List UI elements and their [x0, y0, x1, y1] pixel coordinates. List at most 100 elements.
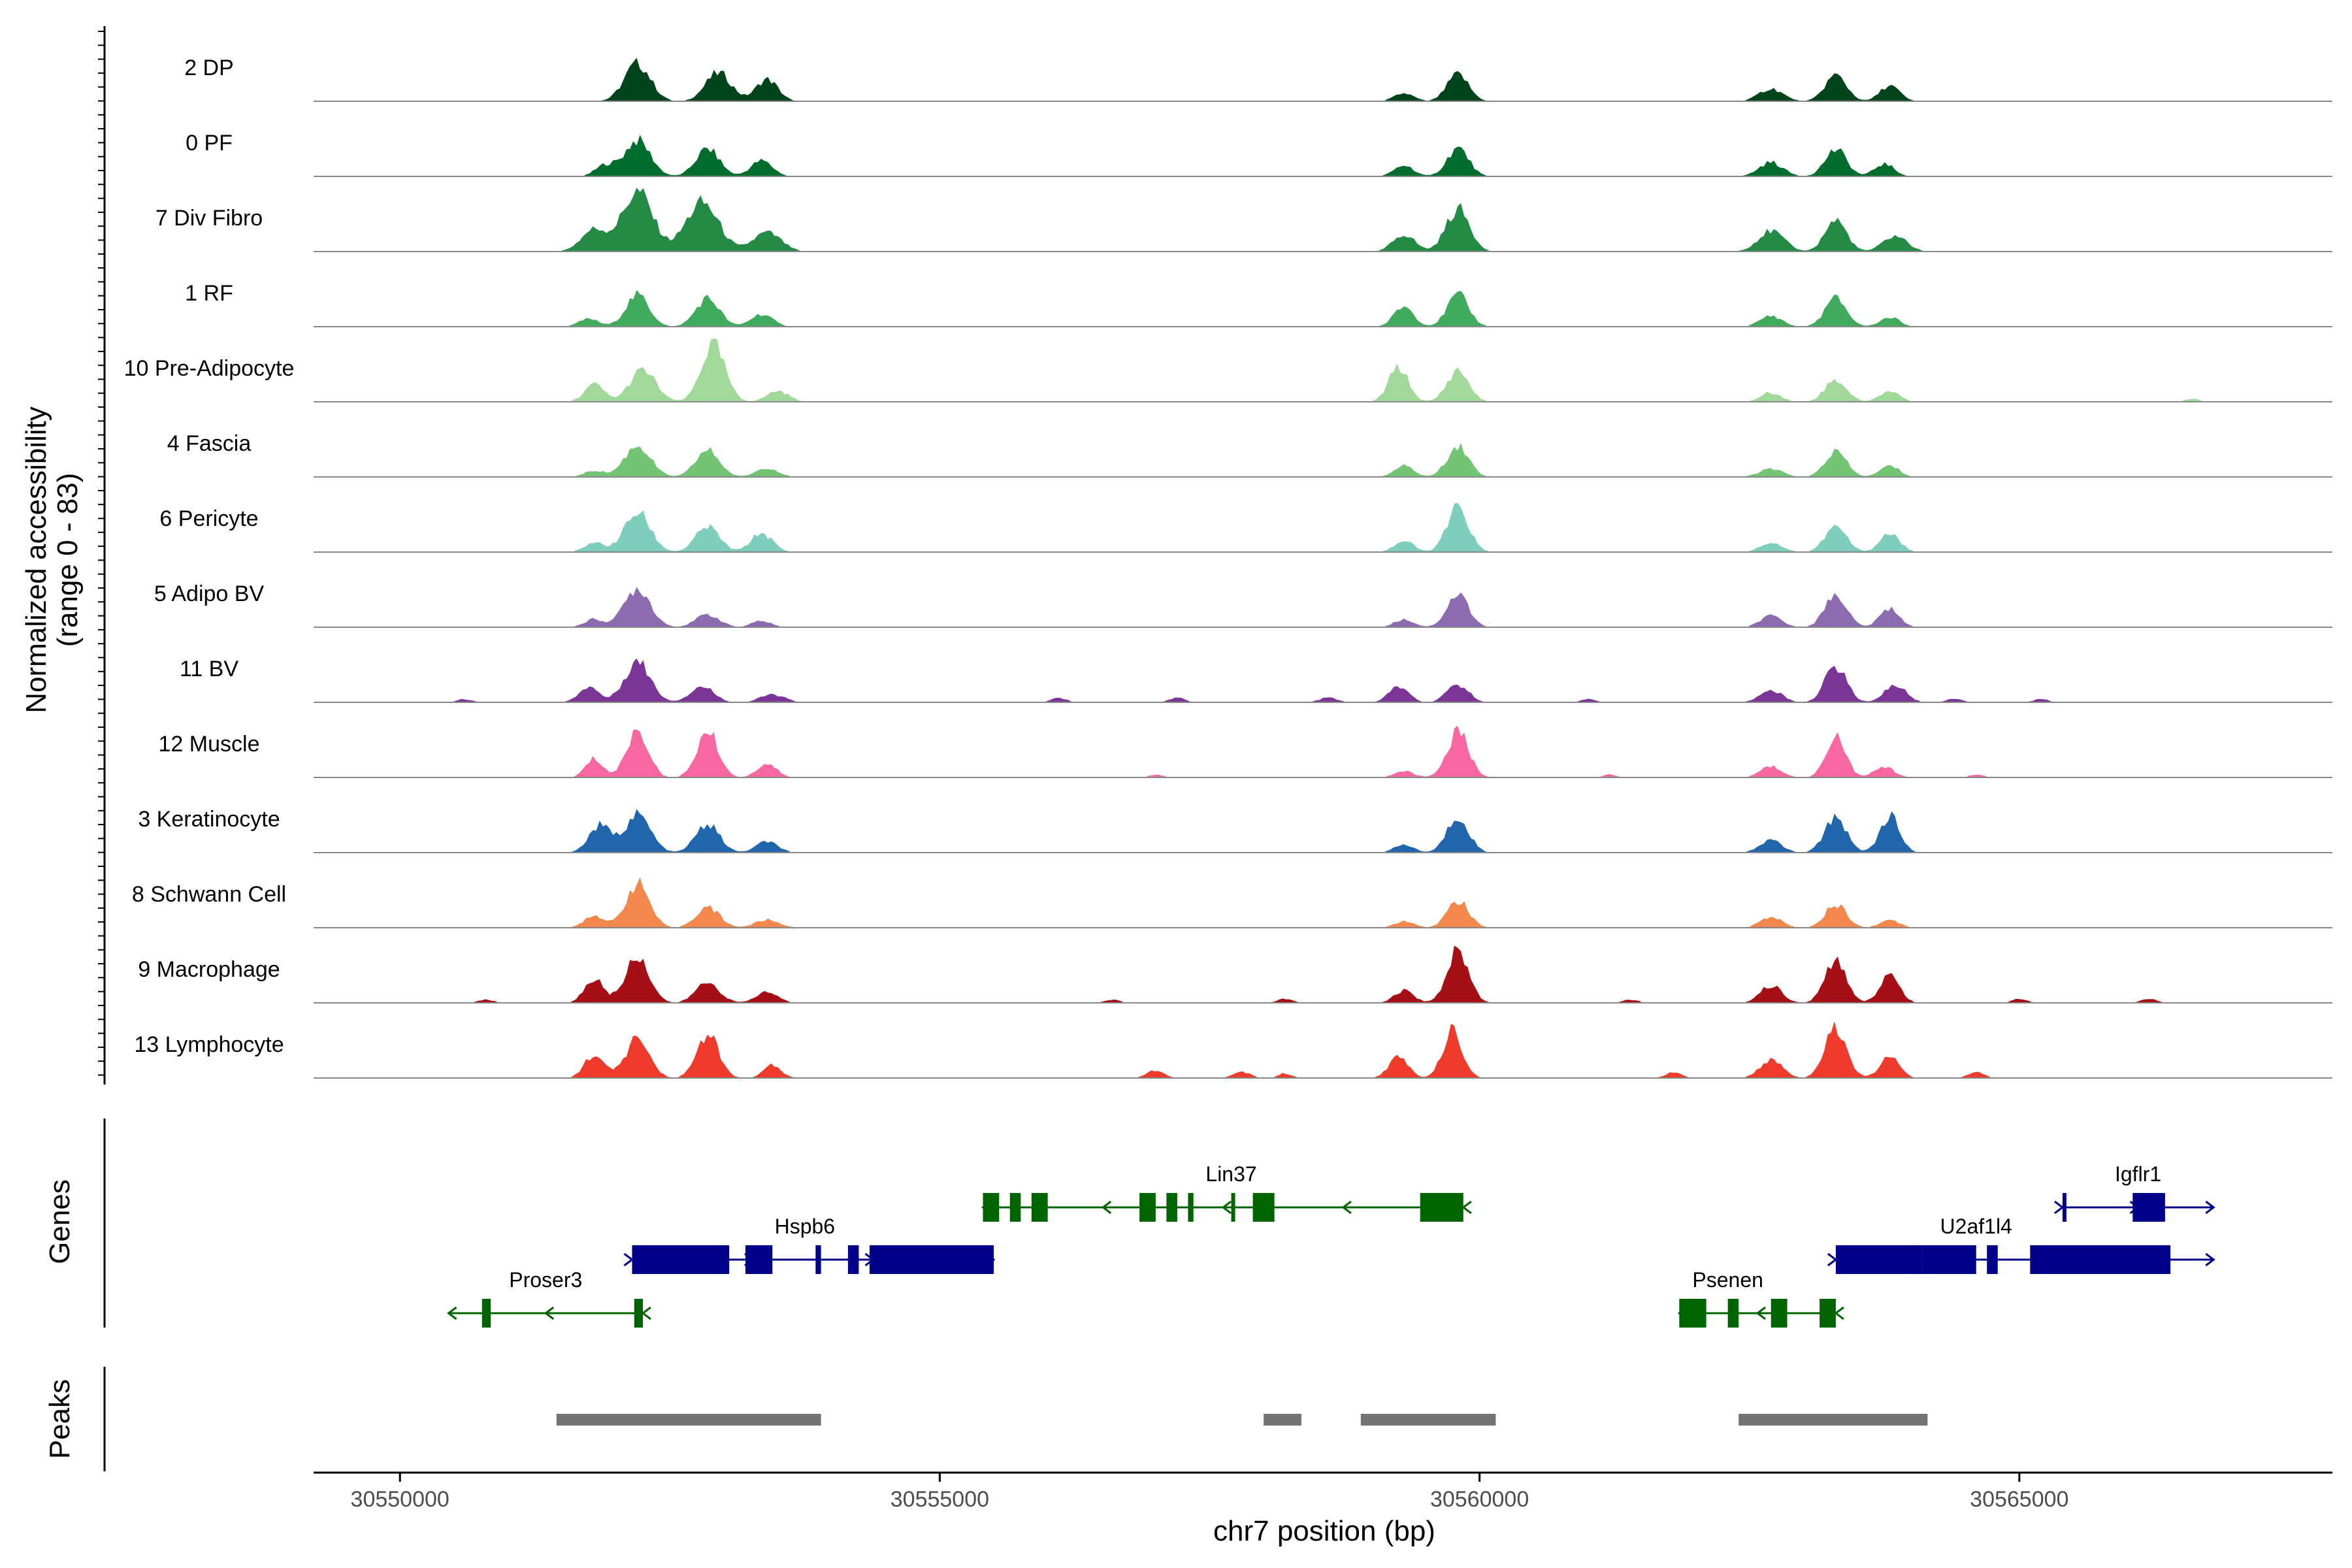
strand-arrow-icon [2205, 1200, 2215, 1215]
x-tick-label: 30565000 [1970, 1487, 2068, 1512]
gene-exon [1188, 1193, 1194, 1222]
strand-arrow-icon [641, 1306, 651, 1320]
gene-exon [2062, 1193, 2066, 1222]
gene-model: Igflr1 [2054, 1162, 2215, 1222]
coverage-area [314, 442, 2332, 477]
x-axis-title: chr7 position (bp) [1213, 1515, 1435, 1547]
strand-arrow-icon [447, 1306, 457, 1320]
coverage-track-label: 7 Div Fibro [155, 206, 263, 231]
coverage-track-label: 10 Pre-Adipocyte [124, 356, 295, 381]
coverage-track: 1 RF [185, 281, 2332, 327]
gene-exon [1031, 1193, 1048, 1222]
coverage-area [314, 135, 2332, 176]
coverage-track-label: 4 Fascia [167, 431, 252, 456]
coverage-area [314, 809, 2332, 853]
coverage-track-label: 12 Muscle [159, 732, 260, 757]
coverage-track-label: 0 PF [186, 131, 233, 155]
peak-region-bar [1739, 1414, 1928, 1426]
coverage-track-label: 5 Adipo BV [154, 581, 265, 606]
gene-exon [1835, 1245, 1923, 1274]
strand-arrow-icon [544, 1306, 555, 1320]
gene-exon [1231, 1193, 1235, 1222]
gene-model: Psenen [1677, 1268, 1844, 1328]
gene-label: Hspb6 [775, 1215, 836, 1238]
strand-arrow-icon [2205, 1252, 2215, 1267]
gene-exon [1166, 1193, 1177, 1222]
gene-models: Proser3 Hspb6 Lin37 Psenen U2af1l4 Igflr1 [447, 1162, 2215, 1328]
gene-exon [1987, 1245, 1998, 1274]
coverage-area [314, 877, 2332, 928]
strand-arrow-icon [1221, 1200, 1232, 1215]
gene-label: Lin37 [1205, 1162, 1256, 1186]
coverage-track-label: 9 Macrophage [138, 957, 280, 982]
gene-exon [1009, 1193, 1021, 1222]
coverage-track: 4 Fascia [167, 431, 2332, 478]
peak-region-bar [1264, 1414, 1301, 1426]
gene-exon [1252, 1193, 1275, 1222]
coverage-track-label: 11 BV [180, 657, 238, 681]
coverage-area [314, 338, 2332, 402]
gene-exon [1820, 1299, 1836, 1328]
x-axis: 30550000 30555000 30560000 30565000 chr7 po… [314, 1471, 2332, 1547]
gene-exon [632, 1245, 730, 1274]
coverage-track: 9 Macrophage [138, 945, 2332, 1004]
gene-exon [482, 1299, 491, 1328]
coverage-track: 7 Div Fibro [155, 188, 2332, 252]
gene-exon [1139, 1193, 1156, 1222]
gene-exon [745, 1245, 773, 1274]
gene-exon [869, 1245, 994, 1274]
coverage-area [314, 725, 2332, 777]
peaks-track: Peaks [44, 1367, 1928, 1471]
strand-arrow-icon [1756, 1306, 1766, 1320]
x-tick-label: 30550000 [351, 1487, 449, 1512]
gene-exon [2030, 1245, 2171, 1274]
coverage-area [314, 188, 2332, 252]
y-axis-title: Normalized accessibility [20, 406, 52, 713]
y-axis-range: (range 0 - 83) [52, 473, 84, 647]
gene-exon [1679, 1299, 1707, 1328]
coverage-track-label: 2 DP [184, 56, 234, 80]
strand-arrow-icon [1341, 1200, 1352, 1215]
gene-exon [1922, 1245, 1976, 1274]
gene-model: U2af1l4 [1827, 1215, 2215, 1274]
coverage-track-label: 13 Lymphocyte [134, 1032, 284, 1057]
gene-exon [1420, 1193, 1463, 1222]
peak-regions [556, 1414, 1928, 1426]
gene-label: Psenen [1692, 1268, 1763, 1292]
coverage-area [314, 289, 2332, 327]
coverage-track-label: 1 RF [185, 281, 233, 306]
coverage-area [314, 587, 2332, 627]
coverage-track: 10 Pre-Adipocyte [124, 338, 2332, 402]
x-tick-label: 30560000 [1430, 1487, 1529, 1512]
coverage-track: 2 DP [184, 56, 2332, 102]
genes-track-label: Genes [44, 1179, 76, 1264]
x-axis-ticks: 30550000 30555000 30560000 30565000 [351, 1473, 2068, 1512]
coverage-y-axis: Normalized accessibility (range 0 - 83) [20, 406, 84, 713]
gene-model: Proser3 [447, 1268, 651, 1328]
gene-exon [1771, 1299, 1788, 1328]
gene-exon [1727, 1299, 1739, 1328]
coverage-track-label: 8 Schwann Cell [132, 882, 286, 907]
gene-exon [847, 1245, 859, 1274]
coverage-area [314, 1021, 2332, 1078]
peak-region-bar [556, 1414, 821, 1426]
coverage-area [314, 502, 2332, 552]
coverage-tracks: 2 DP 0 PF 7 Div Fibro 1 RF 10 Pre-Adipocyte 4… [98, 26, 2332, 1085]
gene-exon [983, 1193, 1000, 1222]
gene-exon [2132, 1193, 2165, 1222]
coverage-track: 12 Muscle [159, 725, 2332, 778]
gene-model: Hspb6 [623, 1215, 996, 1274]
coverage-track: 8 Schwann Cell [132, 877, 2332, 928]
coverage-track: 11 BV [180, 657, 2332, 703]
gene-model: Lin37 [981, 1162, 1472, 1222]
gene-label: Proser3 [509, 1268, 582, 1292]
gene-exon [634, 1299, 643, 1328]
coverage-track-label: 3 Keratinocyte [138, 807, 280, 832]
coverage-track: 5 Adipo BV [154, 581, 2332, 628]
coverage-track: 0 PF [186, 131, 2332, 177]
strand-arrow-icon [1101, 1200, 1112, 1215]
coverage-track: 3 Keratinocyte [138, 807, 2332, 853]
coverage-area [314, 945, 2332, 1003]
